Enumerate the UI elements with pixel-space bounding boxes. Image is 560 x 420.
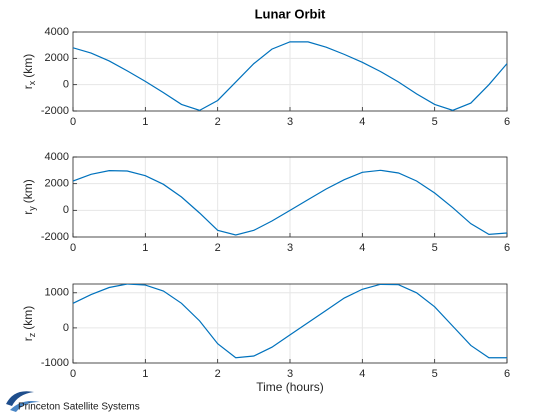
x-tick-label: 1 [142,116,148,128]
y-label-sub: z [27,332,37,337]
x-tick-label: 0 [70,242,76,254]
footer: Princeton Satellite Systems [18,402,140,413]
y-axis-label: rx (km) [21,54,37,90]
x-tick-label: 3 [287,116,293,128]
x-tick-label: 0 [70,368,76,380]
axes-box [72,31,508,112]
y-tick-label: -1000 [41,357,69,369]
data-line [73,284,507,359]
logo [6,391,40,412]
x-tick-label: 3 [287,368,293,380]
chart-title: Lunar Orbit [255,6,326,21]
y-label-unit: (km) [21,306,35,330]
y-tick-label: 2000 [45,52,69,64]
y-label-base: r [21,337,35,341]
y-label-base: r [21,211,35,215]
y-tick-label: 0 [63,79,69,91]
x-tick-label: 5 [432,368,438,380]
y-tick-label: 4000 [45,26,69,38]
x-tick-label: 4 [359,368,365,380]
x-tick-label: 0 [70,116,76,128]
x-tick-label: 6 [504,116,510,128]
y-tick-label: 2000 [45,178,69,190]
y-label-sub: y [27,206,37,211]
data-line [73,169,507,236]
x-tick-label: 4 [359,116,365,128]
y-tick-label: 0 [63,204,69,216]
x-tick-label: 5 [432,116,438,128]
y-tick-label: 0 [63,322,69,334]
x-tick-label: 3 [287,242,293,254]
y-axis-label: rz (km) [21,306,37,342]
x-tick-label: 1 [142,242,148,254]
y-label-base: r [21,85,35,89]
x-tick-label: 6 [504,368,510,380]
data-line [73,41,507,111]
y-label-unit: (km) [21,54,35,78]
x-tick-label: 4 [359,242,365,254]
x-tick-label: 2 [215,368,221,380]
x-tick-label: 2 [215,242,221,254]
y-label-unit: (km) [21,179,35,203]
y-tick-label: -2000 [41,231,69,243]
y-label-sub: x [27,80,37,85]
y-tick-label: 4000 [45,151,69,163]
axes-box [72,283,508,364]
x-tick-label: 1 [142,368,148,380]
x-tick-label: 5 [432,242,438,254]
x-axis-label: Time (hours) [256,380,324,394]
x-tick-label: 6 [504,242,510,254]
y-axis-label: ry (km) [21,179,37,215]
y-tick-label: -2000 [41,105,69,117]
axes-box [72,156,508,238]
x-tick-label: 2 [215,116,221,128]
y-tick-label: 1000 [45,287,69,299]
